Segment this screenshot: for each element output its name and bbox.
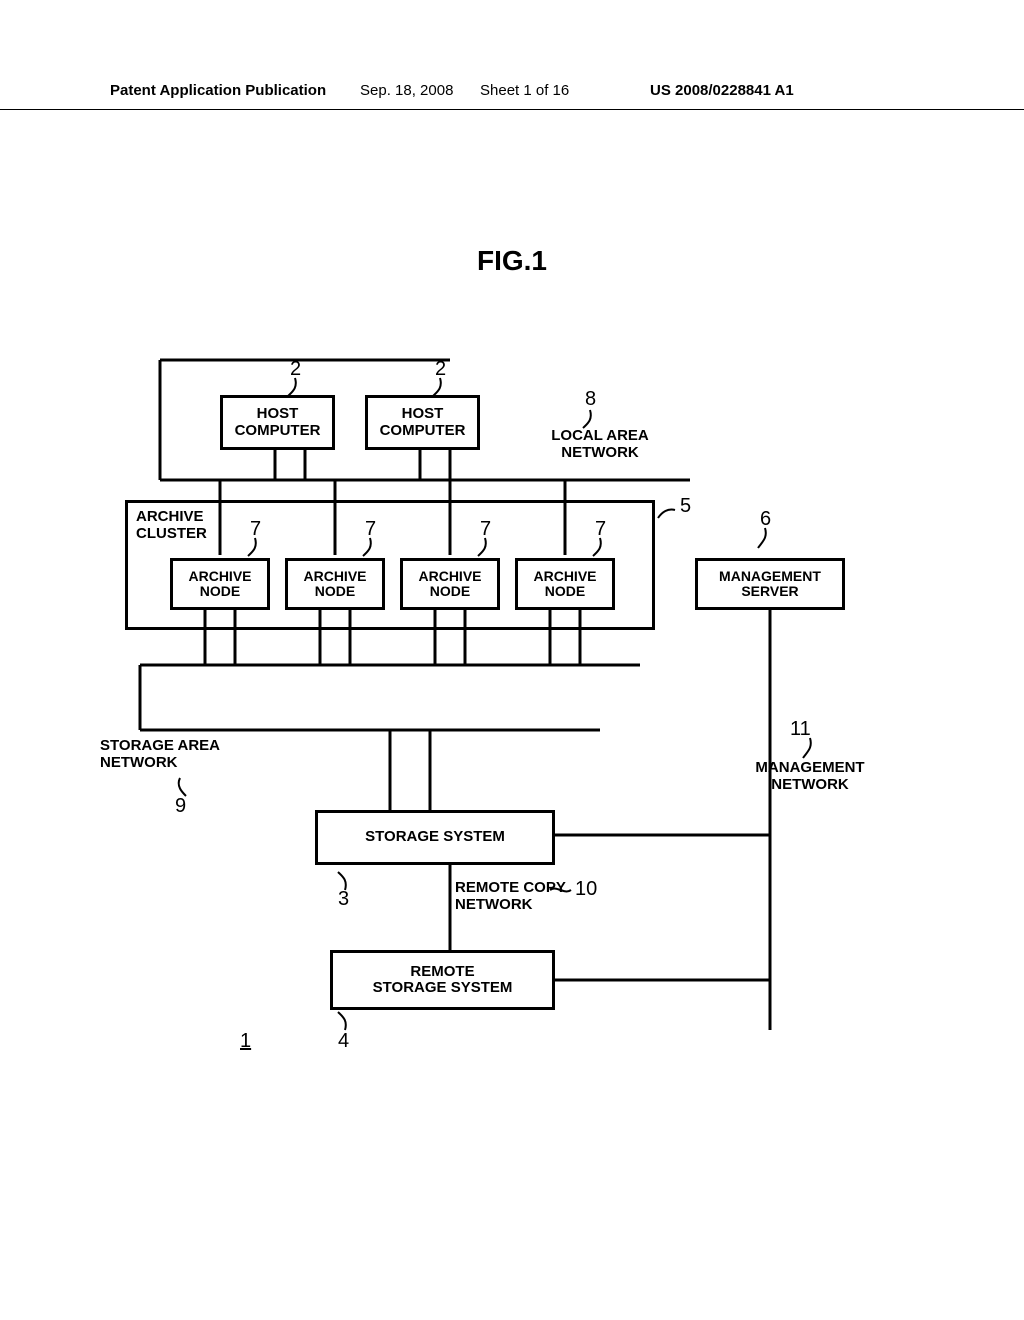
ref-6: 6 bbox=[760, 508, 771, 531]
ref-7b: 7 bbox=[365, 518, 376, 541]
archive-node-3: ARCHIVE NODE bbox=[400, 558, 500, 610]
diagram-canvas: HOST COMPUTER HOST COMPUTER 2 2 8 LOCAL … bbox=[120, 330, 910, 1090]
archive-node-4: ARCHIVE NODE bbox=[515, 558, 615, 610]
lan-label: LOCAL AREA NETWORK bbox=[530, 428, 670, 461]
host-computer-2: HOST COMPUTER bbox=[365, 395, 480, 450]
host-computer-1: HOST COMPUTER bbox=[220, 395, 335, 450]
ref-5: 5 bbox=[680, 495, 691, 518]
ref-2b: 2 bbox=[435, 358, 446, 381]
remote-storage-system: REMOTE STORAGE SYSTEM bbox=[330, 950, 555, 1010]
ref-4: 4 bbox=[338, 1030, 349, 1053]
ref-7c: 7 bbox=[480, 518, 491, 541]
ref-2a: 2 bbox=[290, 358, 301, 381]
header-date: Sep. 18, 2008 bbox=[360, 82, 453, 99]
ref-3: 3 bbox=[338, 888, 349, 911]
mgmt-network-label: MANAGEMENT NETWORK bbox=[735, 760, 885, 793]
ref-7a: 7 bbox=[250, 518, 261, 541]
management-server: MANAGEMENT SERVER bbox=[695, 558, 845, 610]
header-pubnum: US 2008/0228841 A1 bbox=[650, 82, 794, 99]
ref-11: 11 bbox=[790, 718, 811, 741]
ref-8: 8 bbox=[585, 388, 596, 411]
page-header: Patent Application Publication Sep. 18, … bbox=[0, 80, 1024, 110]
header-publication: Patent Application Publication bbox=[110, 82, 326, 99]
ref-7d: 7 bbox=[595, 518, 606, 541]
storage-system: STORAGE SYSTEM bbox=[315, 810, 555, 865]
archive-cluster-label: ARCHIVE CLUSTER bbox=[136, 509, 207, 542]
ref-10: 10 bbox=[575, 878, 597, 901]
archive-node-2: ARCHIVE NODE bbox=[285, 558, 385, 610]
san-label: STORAGE AREA NETWORK bbox=[100, 738, 260, 771]
archive-node-1: ARCHIVE NODE bbox=[170, 558, 270, 610]
ref-9: 9 bbox=[175, 795, 186, 818]
page: Patent Application Publication Sep. 18, … bbox=[0, 0, 1024, 1320]
header-sheet: Sheet 1 of 16 bbox=[480, 82, 569, 99]
figure-title: FIG.1 bbox=[0, 245, 1024, 277]
ref-1: 1 bbox=[240, 1030, 251, 1053]
